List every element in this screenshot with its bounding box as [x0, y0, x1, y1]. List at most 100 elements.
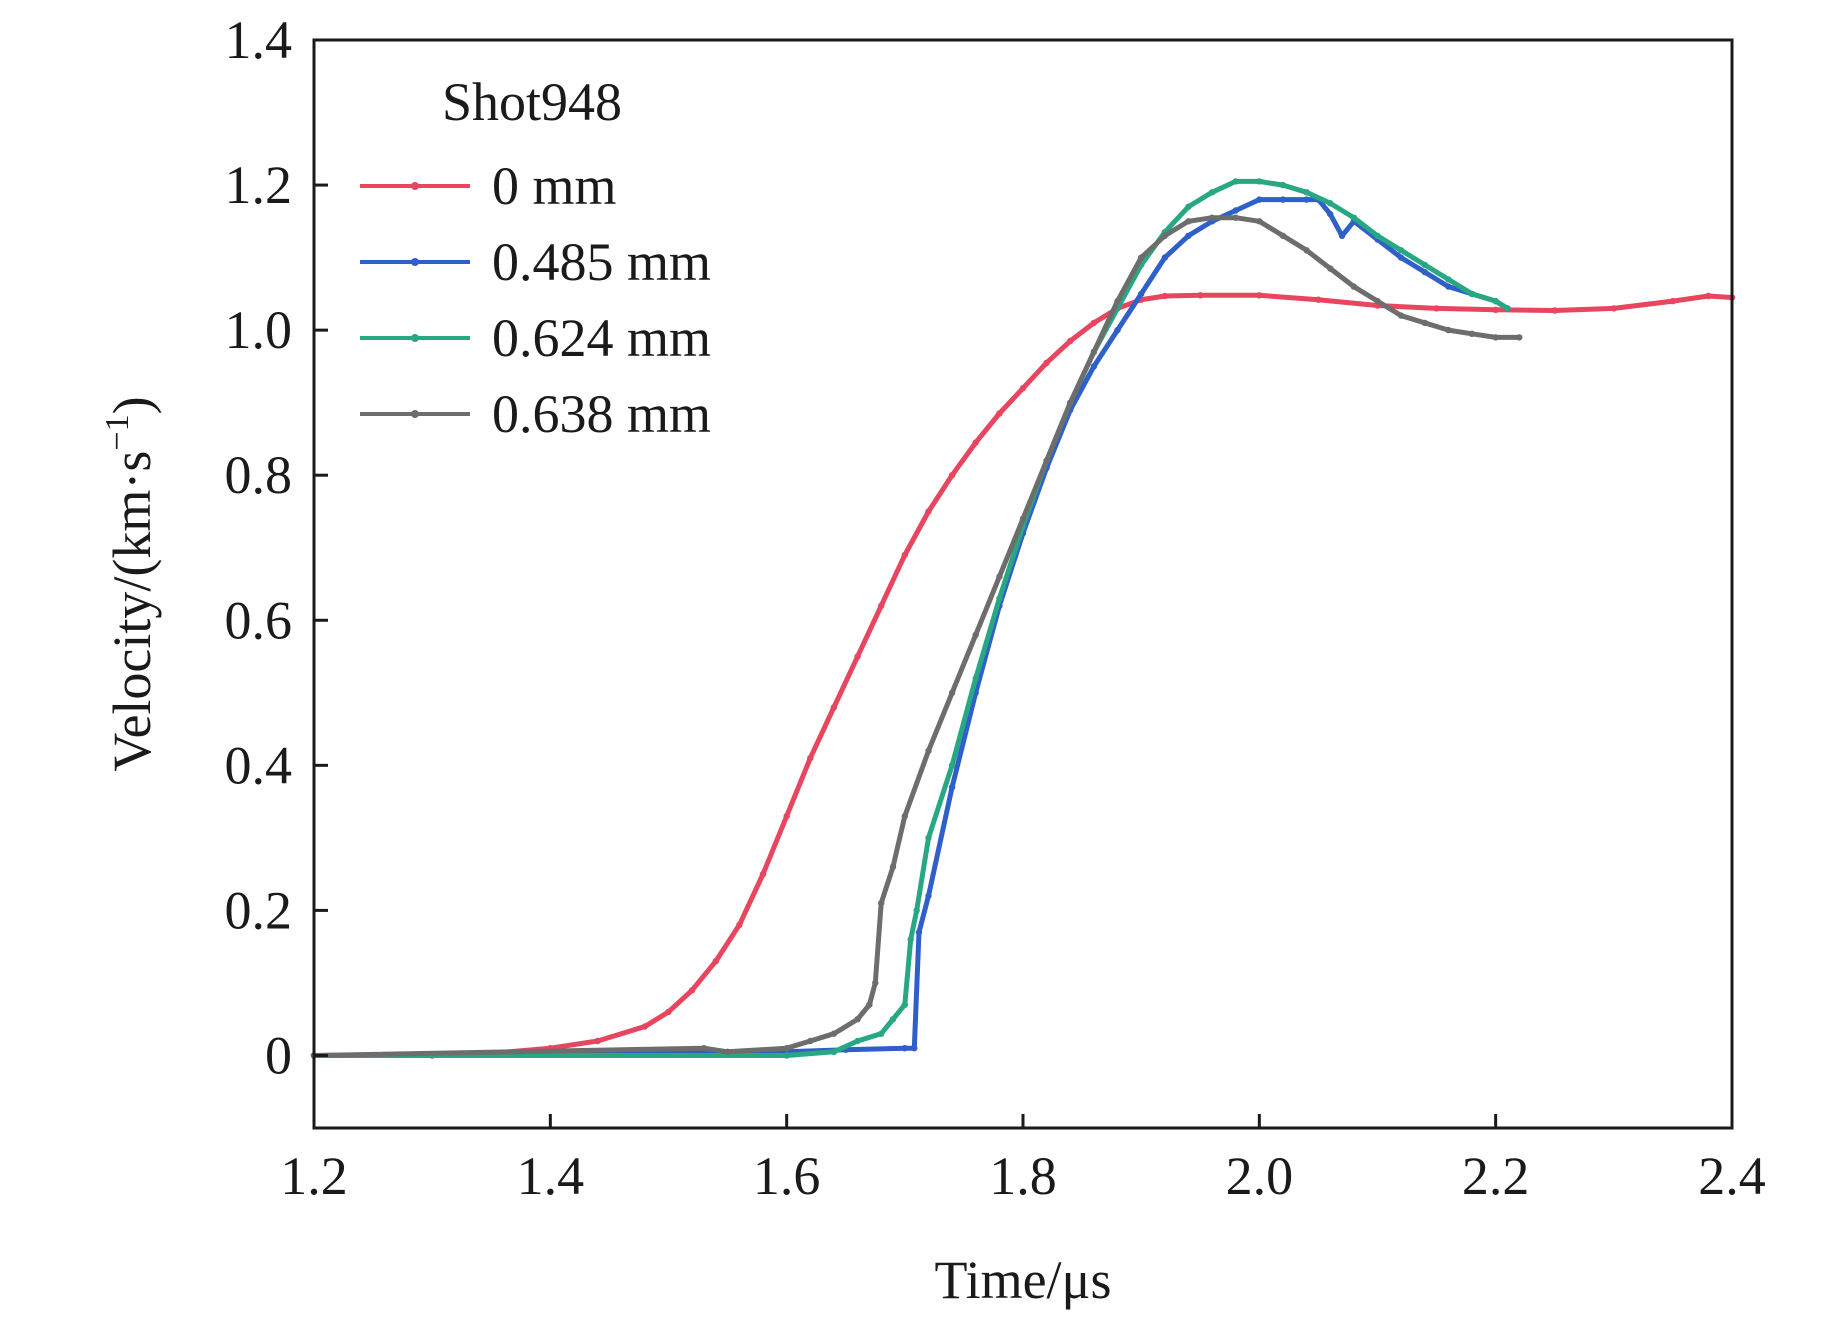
legend-marker [411, 182, 419, 190]
data-point [996, 410, 1003, 417]
data-point [1161, 292, 1169, 300]
data-point [1185, 232, 1192, 239]
data-point [1279, 196, 1287, 203]
series-3 [310, 178, 1511, 1059]
legend-marker [411, 258, 419, 266]
data-point [878, 602, 885, 609]
data-point [925, 747, 932, 754]
data-point [712, 958, 719, 965]
data-point [830, 1030, 838, 1037]
data-point [972, 631, 979, 638]
data-point [948, 472, 956, 479]
data-point [901, 1001, 908, 1008]
data-point [1445, 283, 1452, 290]
y-tick-label: 1.2 [225, 155, 293, 215]
data-point [1090, 319, 1098, 327]
data-point [901, 1045, 908, 1052]
data-point [1256, 178, 1263, 185]
data-point [1138, 254, 1145, 261]
data-point [1067, 337, 1074, 345]
series-1 [310, 292, 1736, 1059]
data-point [1492, 297, 1499, 305]
data-point [688, 987, 696, 994]
x-tick-label: 1.2 [280, 1146, 348, 1206]
y-tick-label: 1.0 [225, 300, 293, 360]
data-point [1669, 297, 1677, 305]
legend-entry: 0 mm [360, 156, 617, 216]
y-tick-label: 0.6 [225, 590, 293, 650]
data-point [1043, 359, 1050, 366]
data-point [1327, 210, 1334, 218]
data-point [1516, 334, 1523, 341]
data-point [972, 675, 979, 682]
data-point [911, 1045, 918, 1052]
data-point [1338, 232, 1346, 239]
data-point [1421, 319, 1429, 327]
y-axis-label-main: Velocity/(km·s [102, 451, 162, 772]
data-point [972, 439, 979, 446]
legend-marker [411, 334, 419, 342]
data-point [1138, 290, 1145, 298]
data-point [866, 1001, 873, 1008]
y-axis-label-exponent: −1 [99, 414, 136, 450]
data-point [1161, 232, 1169, 239]
legend-title: Shot948 [442, 72, 622, 132]
data-point [1303, 196, 1310, 203]
data-point [783, 1052, 790, 1059]
data-point [1397, 247, 1405, 254]
data-point [901, 551, 908, 559]
data-point [1197, 292, 1204, 299]
data-point [1279, 232, 1287, 239]
x-axis: 1.2 1.4 1.6 1.8 2.0 2.2 2.4 [280, 1114, 1766, 1206]
y-axis-label-close: ) [102, 396, 162, 414]
data-point [665, 1008, 672, 1016]
data-point [1185, 203, 1192, 210]
data-point [700, 1045, 708, 1052]
data-point [872, 979, 879, 987]
data-point [1043, 457, 1050, 464]
data-point [1421, 261, 1429, 269]
data-point [1610, 305, 1618, 312]
data-point [1327, 265, 1334, 272]
data-point [1397, 312, 1405, 319]
data-point [1551, 307, 1559, 314]
data-point [1374, 232, 1381, 239]
data-point [854, 1037, 861, 1045]
data-point [889, 1016, 897, 1023]
data-point [1090, 348, 1098, 356]
data-point [1279, 181, 1287, 189]
y-axis-label: Velocity/(km·s−1) [99, 396, 162, 771]
data-point [854, 653, 861, 660]
x-tick-label: 1.8 [989, 1146, 1057, 1206]
data-point [724, 1048, 731, 1056]
data-point [1504, 305, 1511, 312]
legend-label: 0.624 mm [492, 308, 711, 368]
data-point [1445, 326, 1452, 334]
data-point [1492, 334, 1499, 341]
y-tick-label: 0 [265, 1025, 292, 1085]
x-tick-label: 2.0 [1226, 1146, 1294, 1206]
data-point [901, 812, 908, 820]
data-point [1256, 218, 1263, 225]
data-point [1256, 196, 1263, 203]
data-point [925, 508, 932, 515]
data-point [1492, 306, 1499, 313]
data-point [1397, 254, 1405, 261]
data-point [736, 921, 743, 929]
data-point [1185, 218, 1192, 225]
data-point [1019, 515, 1027, 522]
legend-entries: 0 mm 0.485 mm 0.624 mm 0.638 mm [360, 156, 711, 444]
x-tick-label: 1.4 [517, 1146, 585, 1206]
legend-label: 0 mm [492, 156, 617, 216]
data-point [1208, 214, 1216, 221]
data-point [1090, 363, 1098, 370]
data-point [925, 892, 932, 900]
series-layer [310, 178, 1736, 1059]
legend-entry: 0.485 mm [360, 232, 711, 292]
data-point [1067, 399, 1074, 406]
data-point [1315, 296, 1322, 303]
data-point [807, 754, 814, 762]
legend-label: 0.485 mm [492, 232, 711, 292]
data-point [1208, 189, 1216, 196]
